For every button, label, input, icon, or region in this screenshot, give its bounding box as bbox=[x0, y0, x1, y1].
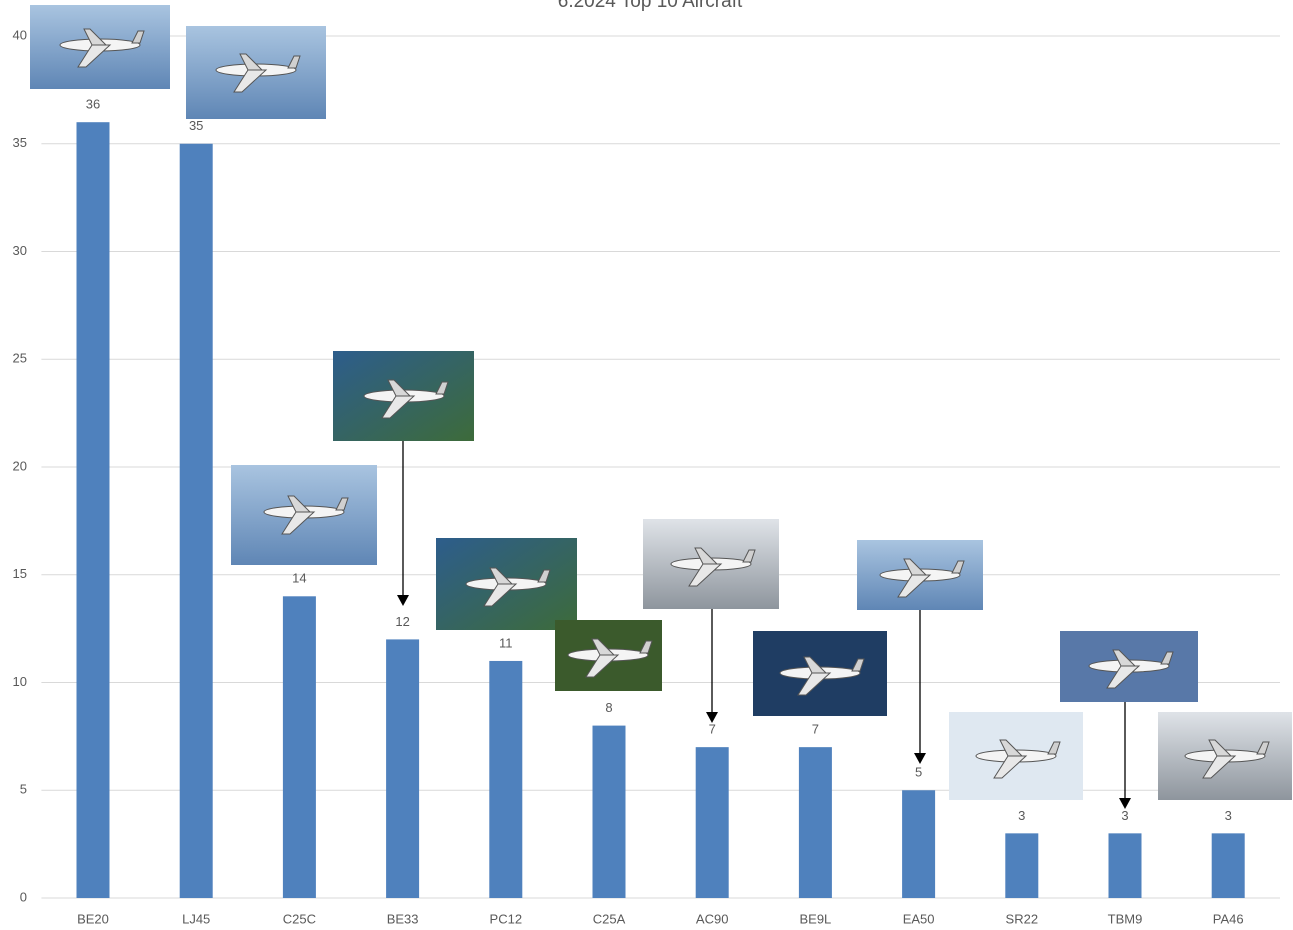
data-label: 7 bbox=[812, 722, 819, 737]
y-tick-label: 5 bbox=[20, 782, 27, 797]
data-label: 36 bbox=[86, 97, 100, 112]
y-tick-label: 0 bbox=[20, 889, 27, 904]
bar bbox=[179, 143, 213, 898]
bar bbox=[282, 596, 316, 898]
bar bbox=[902, 790, 936, 898]
y-tick-label: 25 bbox=[13, 351, 27, 366]
data-label: 7 bbox=[709, 722, 716, 737]
bar bbox=[695, 747, 729, 898]
y-tick-label: 15 bbox=[13, 566, 27, 581]
data-label: 14 bbox=[292, 571, 306, 586]
x-tick-label: EA50 bbox=[903, 911, 935, 926]
x-tick-label: PC12 bbox=[490, 911, 523, 926]
x-tick-label: TBM9 bbox=[1108, 911, 1143, 926]
data-label: 5 bbox=[915, 765, 922, 780]
arrow-head bbox=[1119, 798, 1131, 809]
data-label: 3 bbox=[1121, 808, 1128, 823]
x-tick-label: BE9L bbox=[799, 911, 831, 926]
arrow-head bbox=[706, 712, 718, 723]
data-label: 3 bbox=[1225, 808, 1232, 823]
bar bbox=[798, 747, 832, 898]
bar bbox=[592, 725, 626, 898]
bar bbox=[386, 639, 420, 898]
data-label: 3 bbox=[1018, 808, 1025, 823]
data-label: 35 bbox=[189, 118, 203, 133]
bar bbox=[1005, 833, 1039, 898]
y-tick-label: 20 bbox=[13, 458, 27, 473]
x-tick-label: SR22 bbox=[1006, 911, 1039, 926]
x-tick-label: AC90 bbox=[696, 911, 729, 926]
x-tick-label: PA46 bbox=[1213, 911, 1244, 926]
y-tick-label: 30 bbox=[13, 243, 27, 258]
data-label: 11 bbox=[499, 635, 513, 650]
x-tick-label: C25A bbox=[593, 911, 626, 926]
data-label: 8 bbox=[605, 700, 612, 715]
x-tick-label: C25C bbox=[283, 911, 316, 926]
chart-title: 6.2024 Top 10 Aircraft bbox=[558, 0, 743, 12]
bar bbox=[1211, 833, 1245, 898]
x-tick-label: BE33 bbox=[387, 911, 419, 926]
data-label: 12 bbox=[395, 614, 409, 629]
arrow-head bbox=[914, 753, 926, 764]
bar bbox=[76, 122, 110, 898]
arrow-head bbox=[397, 595, 409, 606]
y-tick-label: 10 bbox=[13, 674, 27, 689]
bar bbox=[1108, 833, 1142, 898]
y-tick-label: 35 bbox=[13, 135, 27, 150]
x-tick-label: LJ45 bbox=[182, 911, 210, 926]
bar bbox=[489, 660, 523, 898]
aircraft-photos: 36 35 14 12 11 8 7 7 5 3 3 3 bbox=[30, 5, 1292, 823]
y-tick-label: 40 bbox=[13, 27, 27, 42]
x-tick-label: BE20 bbox=[77, 911, 109, 926]
